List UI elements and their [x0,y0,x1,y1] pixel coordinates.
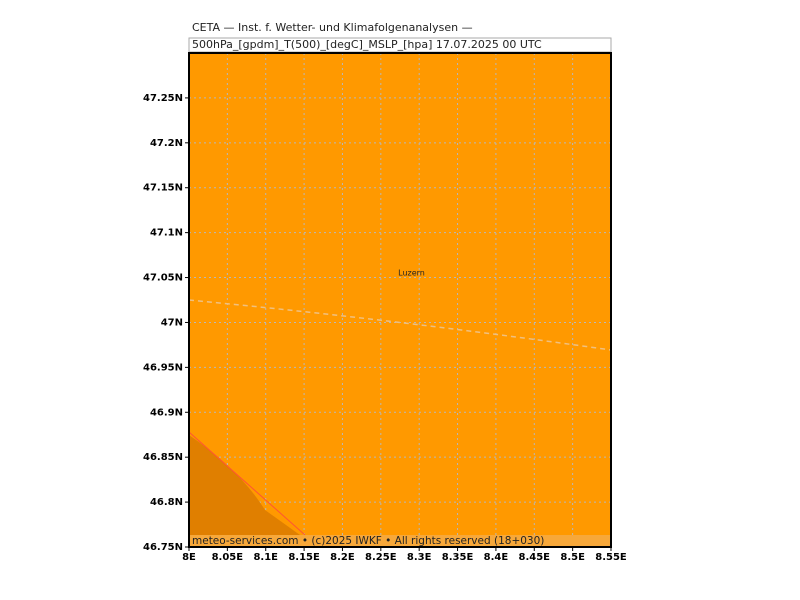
y-tick-label: 47.15N [143,183,183,194]
place-label: Luzern [398,269,425,278]
x-tick-label: 8.55E [595,552,627,563]
map-frame [188,52,612,548]
y-tick-label: 46.9N [150,407,183,418]
x-tick-label: 8.1E [253,552,278,563]
contour-line [188,431,306,536]
x-tick-label: 8.4E [484,552,509,563]
y-tick-label: 46.95N [143,362,183,373]
x-tick-label: 8.2E [330,552,355,563]
x-tick-label: 8.35E [442,552,474,563]
y-tick-label: 46.85N [143,452,183,463]
x-tick-label: 8E [182,552,196,563]
x-tick-label: 8.15E [288,552,320,563]
footer: meteo-services.com • (c)2025 IWKF • All … [192,535,544,547]
y-tick-label: 46.8N [150,497,183,508]
y-tick-label: 47.2N [150,138,183,149]
x-tick-label: 8.3E [407,552,432,563]
title: CETA — Inst. f. Wetter- und Klimafolgena… [192,21,473,34]
subtitle: 500hPa_[gpdm]_T(500)_[degC]_MSLP_[hpa] 1… [192,38,542,51]
map-area [189,53,611,547]
y-tick-label: 47.25N [143,93,183,104]
y-tick-label: 46.75N [143,542,183,553]
x-tick-label: 8.45E [519,552,551,563]
y-tick-label: 47N [161,317,183,328]
y-tick-label: 47.05N [143,273,183,284]
y-tick-label: 47.1N [150,228,183,239]
x-tick-label: 8.05E [212,552,244,563]
isotherm-line [188,299,612,351]
terrain-shade [189,435,300,535]
x-tick-label: 8.5E [560,552,585,563]
footer-band [189,535,611,547]
x-tick-label: 8.25E [365,552,397,563]
